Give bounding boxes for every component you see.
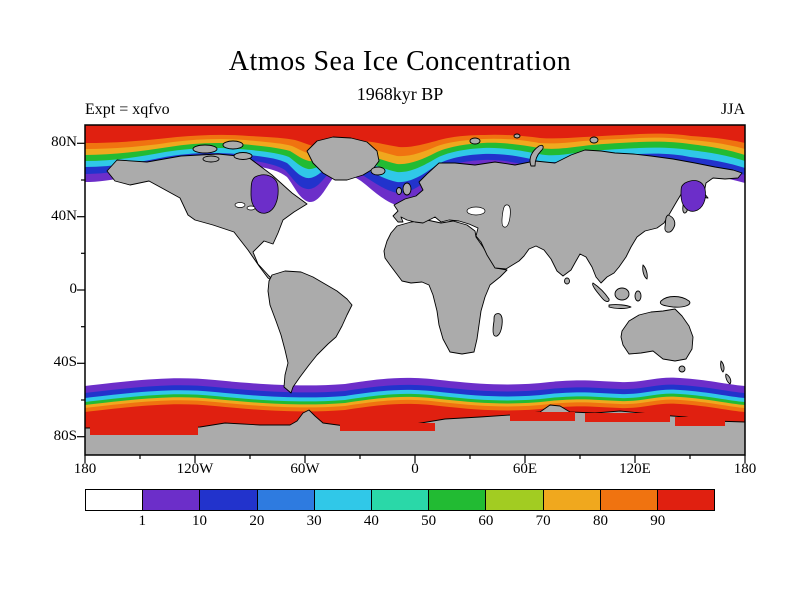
- y-tick-label: 80N: [51, 134, 77, 150]
- plot-subtitle: 1968kyr BP: [356, 84, 444, 104]
- x-tick-label: 60W: [290, 461, 320, 477]
- colorbar-cell: [428, 490, 486, 510]
- ice-block: [510, 412, 575, 421]
- x-tick-label: 60E: [512, 461, 538, 477]
- colorbar-cell: [142, 490, 200, 510]
- borneo: [614, 287, 630, 301]
- south-america: [267, 270, 353, 394]
- great-britain: [402, 182, 412, 196]
- y-tick-label: 80S: [53, 428, 77, 444]
- philippines: [642, 264, 648, 280]
- ice-block: [340, 423, 435, 431]
- caspian-sea: [501, 204, 511, 228]
- experiment-label: Expt = xqfvo: [85, 101, 170, 118]
- colorbar-tick-label: 1: [138, 513, 147, 529]
- axis-ticks: [77, 142, 746, 463]
- black-sea: [466, 206, 486, 216]
- madagascar: [492, 313, 503, 337]
- sea-of-okhotsk-ice: [680, 180, 706, 212]
- ireland: [396, 187, 402, 195]
- colorbar-tick-label: 80: [592, 513, 608, 529]
- great-lake: [246, 205, 256, 211]
- arctic-ice-band-red: [85, 125, 745, 148]
- season-label: JJA: [720, 101, 745, 118]
- japan: [664, 214, 676, 233]
- plot-title: Atmos Sea Ice Concentration: [228, 46, 572, 77]
- arctic-ice-layer: [85, 125, 745, 207]
- colorbar-cell: [542, 490, 600, 510]
- inland-seas: [234, 202, 511, 228]
- colorbar: [85, 489, 715, 511]
- sumatra: [592, 282, 610, 302]
- arctic-island: [233, 152, 253, 160]
- world-map: [77, 124, 746, 463]
- arctic-island: [222, 140, 244, 150]
- y-tick-label: 40N: [51, 208, 77, 224]
- colorbar-cell: [86, 490, 143, 510]
- eurasia: [392, 149, 743, 284]
- arctic-island: [192, 144, 218, 154]
- sulawesi: [634, 290, 642, 302]
- antarctic-coastal-ice-blocks: [90, 412, 725, 435]
- colorbar-cell: [199, 490, 257, 510]
- colorbar-tick-label: 10: [192, 513, 208, 529]
- x-tick-label: 120E: [619, 461, 651, 477]
- severnaya-zemlya: [589, 136, 599, 144]
- hudson-bay-ice: [250, 174, 279, 214]
- ice-block: [90, 423, 198, 435]
- new-zealand-south: [725, 373, 732, 385]
- new-guinea: [659, 296, 691, 308]
- colorbar-tick-label: 70: [535, 513, 551, 529]
- x-tick-label: 180: [73, 461, 97, 477]
- colorbar-cell: [599, 490, 657, 510]
- x-tick-label: 180: [733, 461, 757, 477]
- colorbar-tick-label: 20: [249, 513, 265, 529]
- colorbar-cell: [313, 490, 371, 510]
- svalbard: [469, 137, 481, 145]
- ice-block: [675, 417, 725, 426]
- new-zealand-north: [720, 360, 725, 373]
- franz-josef-land: [513, 133, 521, 139]
- enclosed-sea-ice: [250, 174, 706, 214]
- colorbar-cell: [370, 490, 429, 510]
- x-tick-label: 120W: [176, 461, 214, 477]
- great-lake: [234, 202, 246, 208]
- colorbar-cell: [256, 490, 314, 510]
- colorbar-tick-label: 90: [650, 513, 666, 529]
- australia: [620, 308, 694, 362]
- colorbar-tick-label: 40: [363, 513, 379, 529]
- novaya-zemlya: [529, 144, 544, 167]
- colorbar-tick-label: 50: [421, 513, 437, 529]
- colorbar-cell: [656, 490, 715, 510]
- iceland: [370, 166, 386, 176]
- y-tick-label: 0: [69, 281, 78, 297]
- colorbar-labels: 1 10 20 30 40 50 60 70 80 90: [85, 513, 715, 533]
- colorbar-cell: [485, 490, 543, 510]
- africa: [383, 219, 508, 355]
- colorbar-tick-label: 60: [478, 513, 494, 529]
- ice-block: [585, 413, 670, 422]
- sri-lanka: [564, 277, 570, 285]
- colorbar-tick-label: 30: [306, 513, 322, 529]
- y-tick-label: 40S: [53, 354, 77, 370]
- greenland: [306, 136, 380, 181]
- tasmania: [678, 365, 686, 373]
- java: [608, 304, 632, 309]
- arctic-island: [202, 155, 220, 163]
- x-tick-label: 0: [411, 461, 419, 477]
